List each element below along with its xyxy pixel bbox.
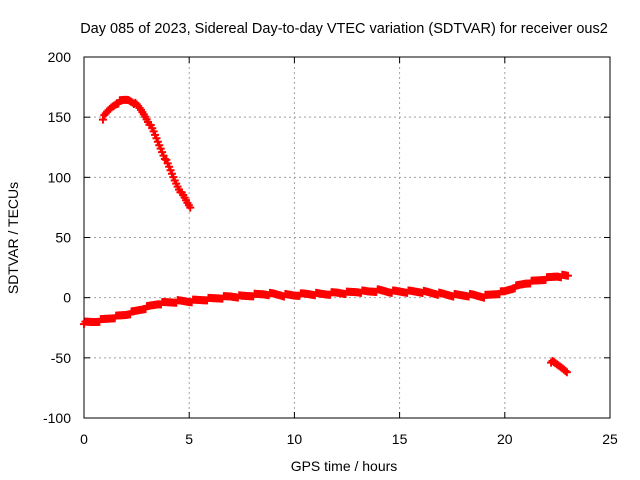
x-tick-label: 15 bbox=[392, 431, 408, 447]
x-tick-labels: 0 5 10 15 20 25 bbox=[80, 431, 618, 447]
plot-area-border bbox=[83, 56, 611, 419]
y-tick-label: 50 bbox=[55, 230, 71, 246]
data-point bbox=[562, 368, 571, 377]
x-axis-label: GPS time / hours bbox=[291, 458, 398, 474]
data-point bbox=[561, 366, 570, 375]
x-tick-label: 0 bbox=[80, 431, 88, 447]
series-arc-1 bbox=[98, 95, 195, 212]
data-point bbox=[186, 203, 195, 212]
series-arc-3 bbox=[547, 357, 571, 377]
y-axis-label: SDTVAR / TECUs bbox=[5, 182, 21, 294]
grid bbox=[84, 57, 610, 418]
series-arc-2 bbox=[80, 270, 572, 329]
chart-title: Day 085 of 2023, Sidereal Day-to-day VTE… bbox=[80, 21, 608, 37]
x-tick-label: 25 bbox=[602, 431, 618, 447]
y-tick-label: 100 bbox=[48, 169, 72, 185]
y-tick-labels: -100 -50 0 50 100 150 200 bbox=[43, 49, 71, 426]
x-tick-label: 20 bbox=[497, 431, 513, 447]
data-point bbox=[98, 115, 107, 124]
y-tick-label: 200 bbox=[48, 49, 72, 65]
y-tick-label: -50 bbox=[51, 350, 71, 366]
y-tick-label: -100 bbox=[43, 410, 71, 426]
y-tick-label: 150 bbox=[48, 109, 72, 125]
data-points bbox=[80, 95, 572, 377]
data-point bbox=[563, 271, 572, 280]
x-tick-label: 10 bbox=[287, 431, 303, 447]
ticks bbox=[83, 56, 611, 419]
x-tick-label: 5 bbox=[185, 431, 193, 447]
y-tick-label: 0 bbox=[63, 290, 71, 306]
